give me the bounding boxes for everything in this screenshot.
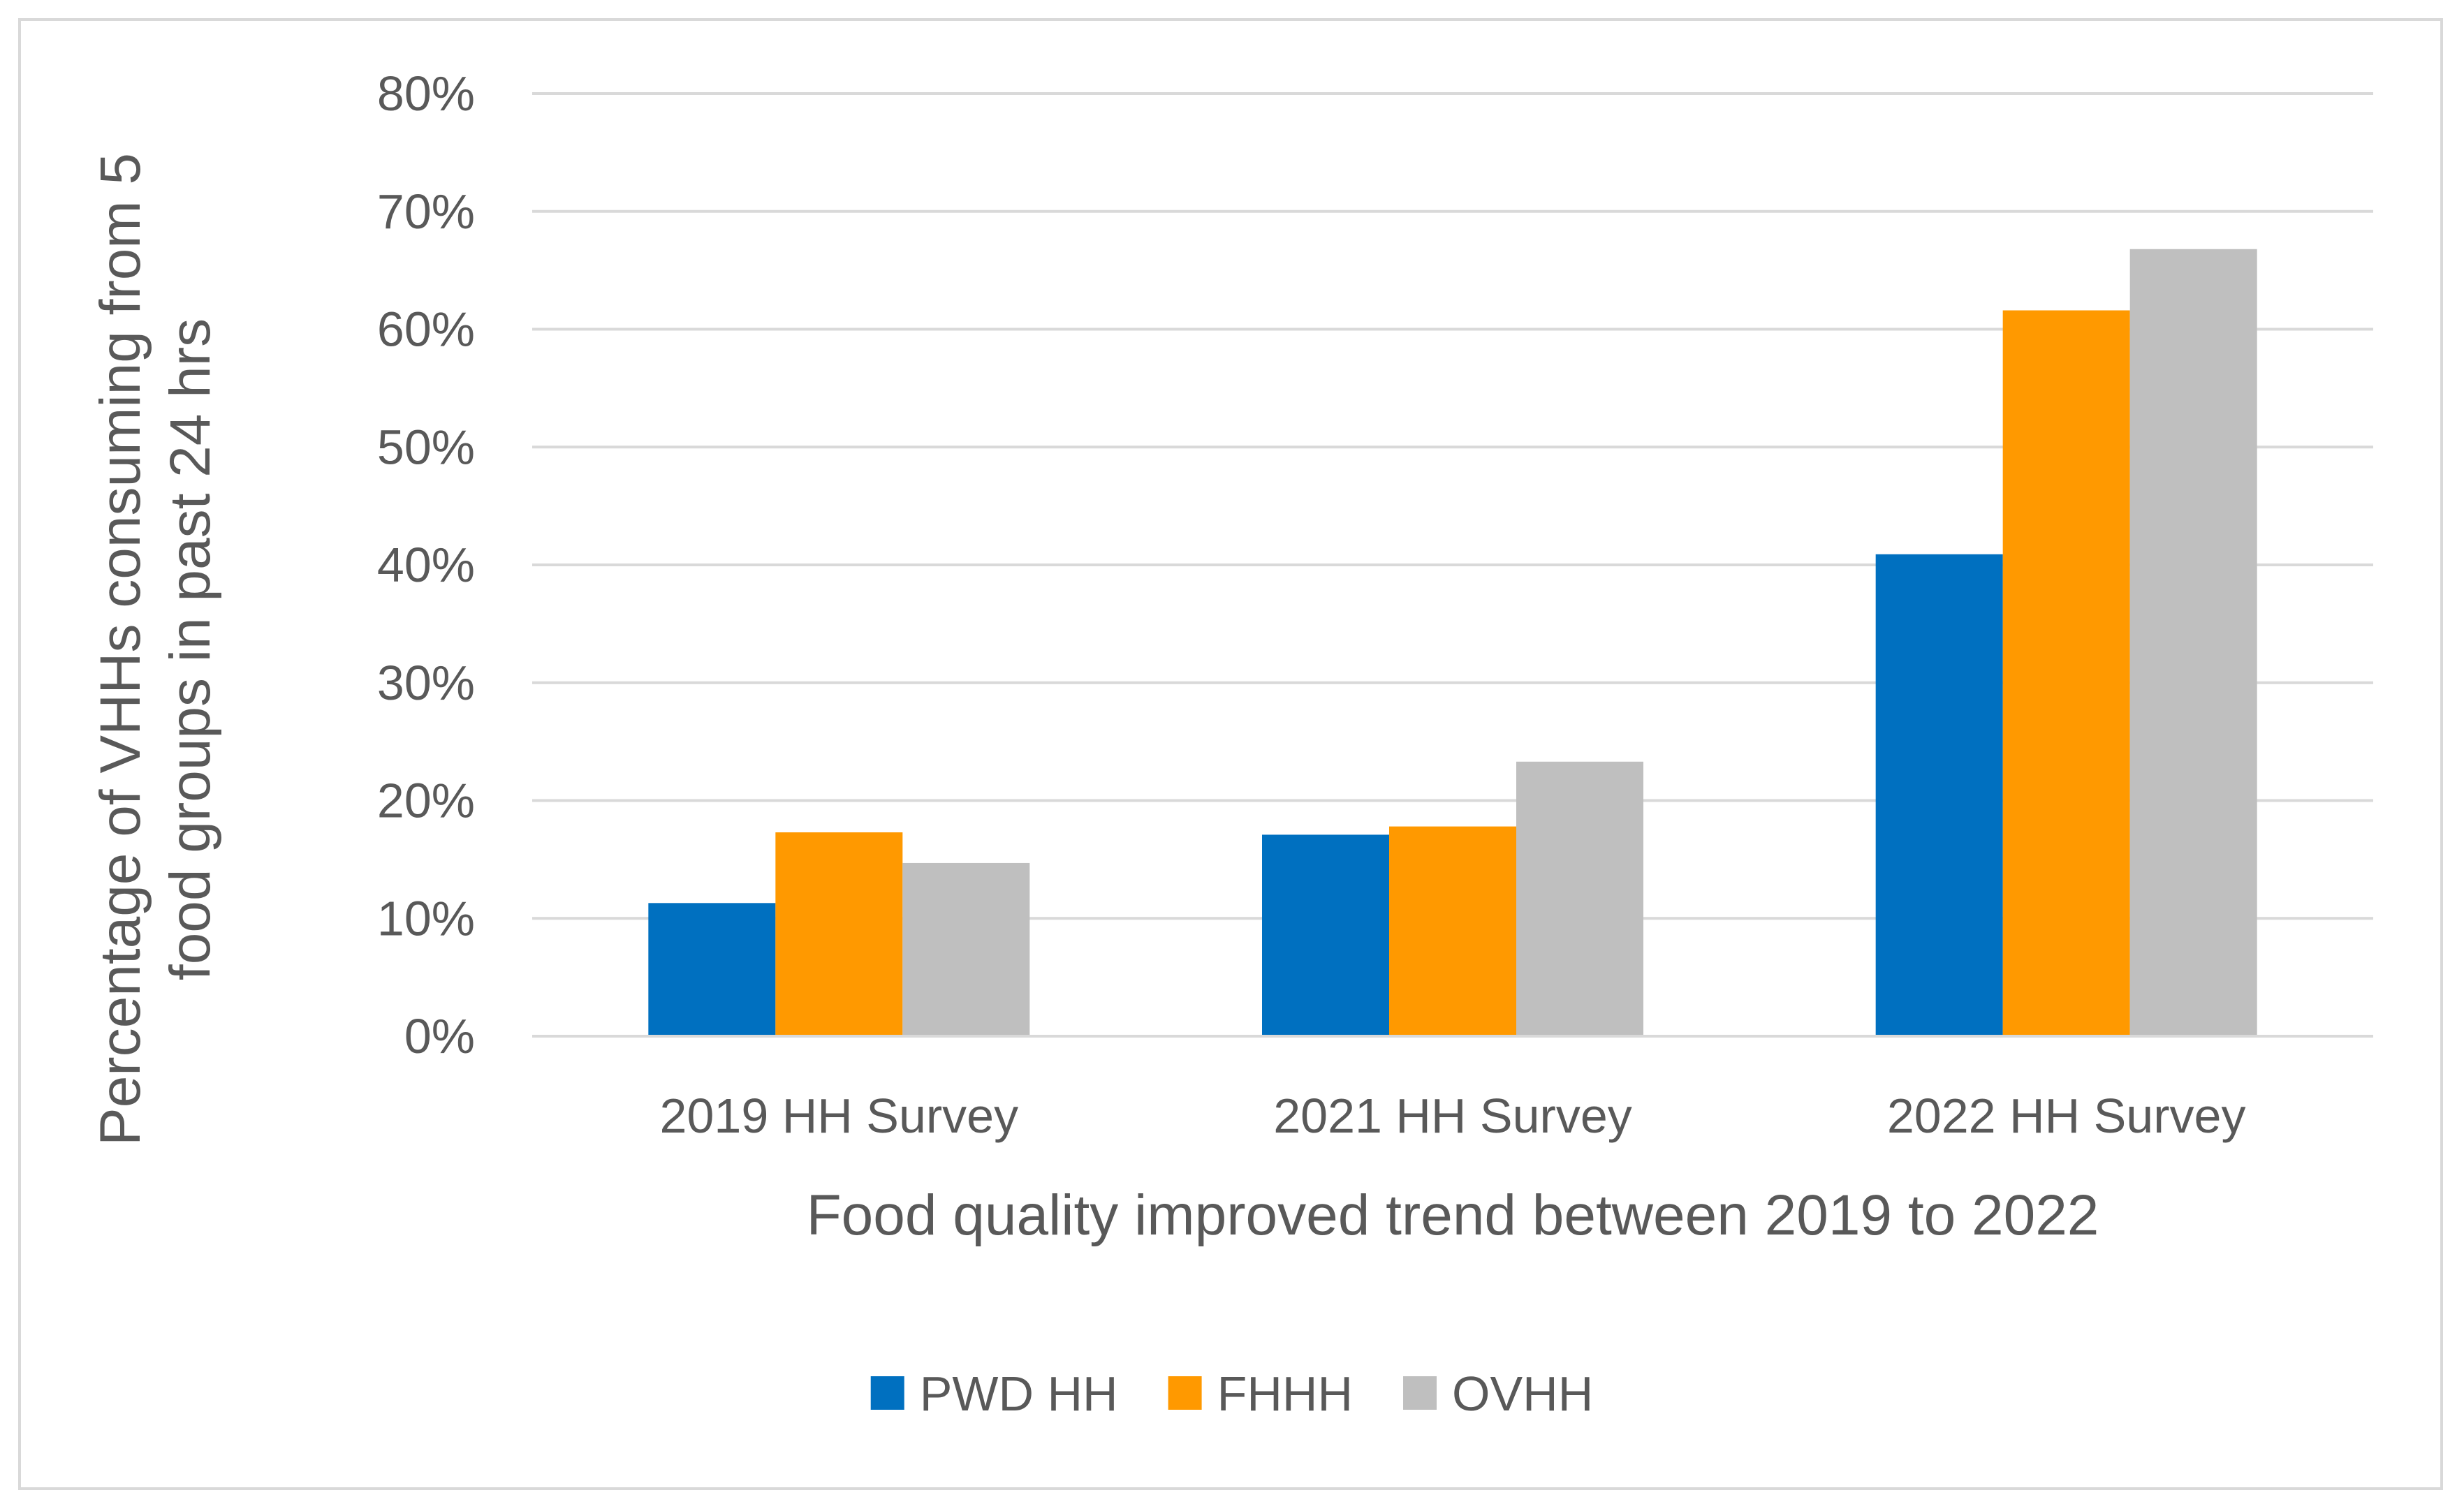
bar-ovhh-3: [2129, 249, 2257, 1036]
legend-swatch-pwd-hh: [870, 1376, 904, 1410]
y-axis-title: Percentage of VHHs consuming from 5 food…: [89, 153, 222, 1146]
bar-fhhh-1: [775, 832, 903, 1036]
y-tick-label: 70%: [377, 184, 475, 239]
bar-pwd-hh-3: [1875, 554, 2003, 1036]
legend-label: FHHH: [1217, 1366, 1353, 1421]
x-category-label: 2022 HH Survey: [1887, 1089, 2246, 1143]
y-axis-title-line-1: Percentage of VHHs consuming from 5: [89, 153, 152, 1146]
legend-swatch-fhhh: [1168, 1376, 1202, 1410]
bar-pwd-hh-1: [648, 903, 776, 1036]
y-axis-title-line-2: food groups in past 24 hrs: [159, 318, 222, 980]
y-tick-label: 50%: [377, 420, 475, 474]
bars: [648, 249, 2257, 1036]
bar-ovhh-1: [902, 862, 1030, 1036]
y-tick-label: 60%: [377, 302, 475, 357]
legend-label: OVHH: [1452, 1366, 1593, 1421]
bar-pwd-hh-2: [1262, 834, 1389, 1036]
y-tick-label: 30%: [377, 656, 475, 710]
x-axis-title: Food quality improved trend between 2019…: [807, 1184, 2099, 1247]
y-tick-label: 40%: [377, 538, 475, 592]
legend: PWD HH FHHH OVHH: [870, 1366, 1593, 1421]
y-tick-label: 0%: [404, 1009, 475, 1063]
y-tick-label: 80%: [377, 66, 475, 121]
legend-swatch-ovhh: [1403, 1376, 1437, 1410]
bar-fhhh-2: [1389, 826, 1516, 1036]
x-category-label: 2019 HH Survey: [660, 1089, 1019, 1143]
bar-fhhh-3: [2002, 310, 2130, 1036]
bar-ovhh-2: [1516, 761, 1643, 1036]
legend-label: PWD HH: [920, 1366, 1118, 1421]
x-category-label: 2021 HH Survey: [1273, 1089, 1632, 1143]
y-tick-labels: 0% 10% 20% 30% 40% 50% 60% 70% 80%: [377, 66, 475, 1063]
y-tick-label: 10%: [377, 891, 475, 945]
x-category-labels: 2019 HH Survey 2021 HH Survey 2022 HH Surv…: [660, 1089, 2246, 1143]
y-tick-label: 20%: [377, 774, 475, 828]
